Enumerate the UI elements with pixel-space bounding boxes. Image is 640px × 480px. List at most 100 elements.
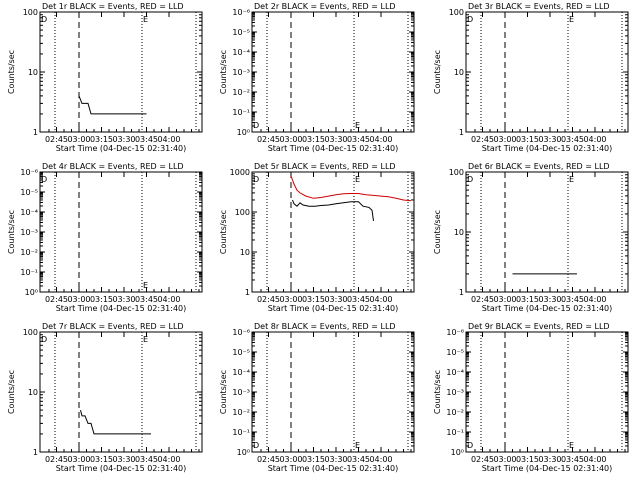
d-marker: D bbox=[253, 121, 259, 130]
x-tick-label: 03:45 bbox=[135, 295, 158, 304]
y-tick-label: 10⁻² bbox=[20, 248, 38, 257]
x-tick-label: 03:00 bbox=[279, 135, 302, 144]
x-tick-label: 03:15 bbox=[90, 455, 113, 464]
y-tick-label: 100 bbox=[23, 8, 38, 17]
x-tick-label: 03:45 bbox=[347, 135, 370, 144]
y-tick-label: 10⁻⁶ bbox=[446, 328, 464, 337]
y-tick-label: 10⁻¹ bbox=[232, 428, 250, 437]
e-marker: E bbox=[143, 15, 148, 24]
y-axis-label: Counts/sec bbox=[219, 210, 228, 254]
y-axis-label: Counts/sec bbox=[219, 370, 228, 414]
y-tick-label: 10⁻⁴ bbox=[446, 368, 464, 377]
x-axis-label: Start Time (04-Dec-15 02:31:40) bbox=[482, 304, 613, 313]
x-tick-label: 03:45 bbox=[561, 455, 584, 464]
x-tick-label: 03:00 bbox=[493, 455, 516, 464]
x-axis-label: Start Time (04-Dec-15 02:31:40) bbox=[56, 144, 187, 153]
x-tick-label: 02:45 bbox=[257, 295, 280, 304]
x-tick-label: 03:15 bbox=[302, 455, 325, 464]
panel-title: Det 5r BLACK = Events, RED = LLD bbox=[254, 162, 396, 171]
detector-panel: Det 5r BLACK = Events, RED = LLD 1 10 100 10… bbox=[219, 162, 415, 313]
y-tick-label: 10 bbox=[240, 248, 250, 257]
x-tick-label: 02:45 bbox=[257, 135, 280, 144]
panel-title: Det 7r BLACK = Events, RED = LLD bbox=[42, 322, 184, 331]
axes-frame bbox=[251, 331, 415, 453]
x-tick-label: 04:00 bbox=[583, 295, 606, 304]
x-tick-label: 03:15 bbox=[516, 295, 539, 304]
d-marker: D bbox=[41, 335, 47, 344]
detector-panel: Det 2r BLACK = Events, RED = LLD 10⁰ 10⁻¹ 1… bbox=[219, 2, 415, 153]
y-tick-label: 10⁻⁶ bbox=[20, 168, 38, 177]
y-axis-label: Counts/sec bbox=[7, 370, 16, 414]
y-tick-label: 10⁰ bbox=[237, 448, 250, 457]
y-tick-label: 1000 bbox=[230, 168, 250, 177]
x-tick-label: 02:45 bbox=[257, 455, 280, 464]
d-marker: D bbox=[467, 175, 473, 184]
y-tick-label: 10⁰ bbox=[451, 448, 464, 457]
axes-frame bbox=[465, 11, 629, 133]
y-tick-label: 100 bbox=[23, 328, 38, 337]
x-tick-label: 03:45 bbox=[347, 295, 370, 304]
x-tick-label: 03:30 bbox=[112, 135, 135, 144]
x-tick-label: 04:00 bbox=[369, 455, 392, 464]
y-tick-label: 10⁻⁵ bbox=[232, 28, 250, 37]
y-tick-label: 10⁻⁵ bbox=[20, 188, 38, 197]
events-series-line bbox=[292, 199, 374, 221]
x-axis-label: Start Time (04-Dec-15 02:31:40) bbox=[56, 464, 187, 473]
x-tick-label: 03:30 bbox=[538, 295, 561, 304]
x-tick-label: 03:45 bbox=[561, 135, 584, 144]
y-tick-label: 10⁻⁴ bbox=[20, 208, 38, 217]
y-axis-label: Counts/sec bbox=[433, 210, 442, 254]
y-tick-label: 10 bbox=[454, 68, 464, 77]
y-tick-label: 100 bbox=[449, 168, 464, 177]
y-tick-label: 10⁻² bbox=[446, 408, 464, 417]
x-tick-label: 03:30 bbox=[324, 295, 347, 304]
y-tick-label: 10⁻² bbox=[232, 408, 250, 417]
y-axis-label: Counts/sec bbox=[433, 370, 442, 414]
detector-panel: Det 9r BLACK = Events, RED = LLD 10⁰ 10⁻¹ 1… bbox=[433, 322, 629, 473]
d-marker: D bbox=[467, 15, 473, 24]
d-marker: D bbox=[467, 441, 473, 450]
x-tick-label: 02:45 bbox=[471, 455, 494, 464]
e-marker: E bbox=[355, 441, 360, 450]
panel-title: Det 8r BLACK = Events, RED = LLD bbox=[254, 322, 396, 331]
y-tick-label: 1 bbox=[33, 128, 38, 137]
y-tick-label: 10⁻⁶ bbox=[232, 8, 250, 17]
axes-frame bbox=[251, 11, 415, 133]
x-tick-label: 02:45 bbox=[45, 295, 68, 304]
y-tick-label: 10⁻¹ bbox=[446, 428, 464, 437]
x-tick-label: 03:30 bbox=[324, 455, 347, 464]
y-axis-label: Counts/sec bbox=[7, 50, 16, 94]
x-tick-label: 04:00 bbox=[157, 295, 180, 304]
x-tick-label: 03:45 bbox=[135, 455, 158, 464]
x-tick-label: 04:00 bbox=[369, 135, 392, 144]
x-axis-label: Start Time (04-Dec-15 02:31:40) bbox=[268, 464, 399, 473]
axes-frame bbox=[251, 171, 415, 293]
x-tick-label: 03:30 bbox=[538, 135, 561, 144]
e-marker: E bbox=[569, 441, 574, 450]
y-tick-label: 10⁰ bbox=[25, 288, 38, 297]
e-marker: E bbox=[355, 175, 360, 184]
x-tick-label: 03:15 bbox=[516, 455, 539, 464]
y-tick-label: 1 bbox=[459, 288, 464, 297]
e-marker: E bbox=[569, 15, 574, 24]
x-tick-label: 04:00 bbox=[157, 135, 180, 144]
x-tick-label: 03:30 bbox=[324, 135, 347, 144]
x-tick-label: 03:00 bbox=[493, 135, 516, 144]
x-tick-label: 03:15 bbox=[90, 135, 113, 144]
x-axis-label: Start Time (04-Dec-15 02:31:40) bbox=[482, 464, 613, 473]
d-marker: D bbox=[41, 15, 47, 24]
y-tick-label: 10⁻⁵ bbox=[232, 348, 250, 357]
x-tick-label: 03:15 bbox=[90, 295, 113, 304]
y-tick-label: 10⁻² bbox=[232, 88, 250, 97]
panel-title: Det 2r BLACK = Events, RED = LLD bbox=[254, 2, 396, 11]
detector-panel: Det 3r BLACK = Events, RED = LLD 1 10 100 02… bbox=[433, 2, 629, 153]
x-tick-label: 04:00 bbox=[583, 455, 606, 464]
x-axis-label: Start Time (04-Dec-15 02:31:40) bbox=[482, 144, 613, 153]
x-tick-label: 03:30 bbox=[538, 455, 561, 464]
x-tick-label: 03:30 bbox=[112, 455, 135, 464]
e-marker: E bbox=[143, 335, 148, 344]
x-tick-label: 03:00 bbox=[67, 455, 90, 464]
x-tick-label: 03:15 bbox=[302, 295, 325, 304]
y-tick-label: 1 bbox=[33, 448, 38, 457]
